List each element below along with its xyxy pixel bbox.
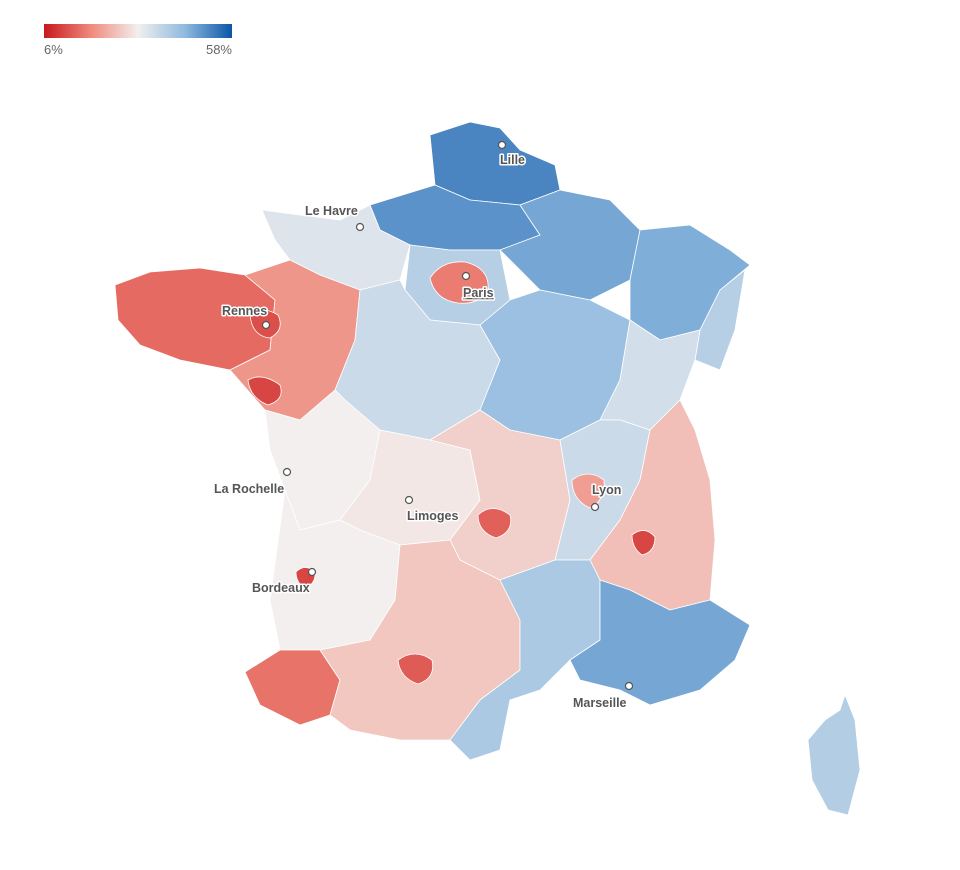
city-marker-limoges[interactable]: Limoges [404,495,460,525]
region-nantes-metro[interactable] [247,376,282,406]
region-paris-metro[interactable] [429,261,489,304]
region-pyrenees-atlantiques[interactable] [244,649,341,726]
regions-layer [114,121,861,816]
region-clermont-metro[interactable] [477,508,512,539]
legend-max-label: 58% [205,42,232,57]
city-marker-le-havre[interactable]: Le Havre [304,203,365,232]
region-toulouse-metro[interactable] [397,653,434,685]
svg-text:Marseille: Marseille [573,696,627,710]
svg-text:La Rochelle: La Rochelle [214,482,284,496]
region-normandie[interactable] [261,204,411,291]
svg-text:Lille: Lille [500,153,525,167]
region-lyon-metro[interactable] [571,473,605,509]
svg-text:Paris: Paris [463,286,494,300]
svg-text:Lyon: Lyon [592,483,621,497]
svg-text:Limoges: Limoges [407,509,458,523]
svg-text:Bordeaux: Bordeaux [252,581,310,595]
city-marker-la-rochelle[interactable]: La Rochelle [213,467,292,498]
svg-text:Le Havre: Le Havre [305,204,358,218]
city-marker-marseille[interactable]: Marseille [572,681,634,712]
svg-text:Rennes: Rennes [222,304,267,318]
city-marker-lille[interactable]: Lille [497,140,527,169]
region-paca[interactable] [569,579,751,706]
city-marker-rennes[interactable]: Rennes [221,303,271,330]
city-marker-bordeaux[interactable]: Bordeaux [251,567,317,597]
region-languedoc[interactable] [449,559,601,761]
region-champagne[interactable] [499,189,641,301]
city-marker-paris[interactable]: Paris [462,271,495,302]
region-grenoble-metro[interactable] [631,530,656,556]
legend: 6% 58% [44,24,232,57]
city-marker-lyon[interactable]: Lyon [591,482,623,512]
region-corse[interactable] [807,694,861,816]
cities-layer: Lille Le Havre Paris Rennes La Rochelle … [213,140,634,712]
legend-color-bar [44,24,232,38]
legend-min-label: 6% [44,42,63,57]
